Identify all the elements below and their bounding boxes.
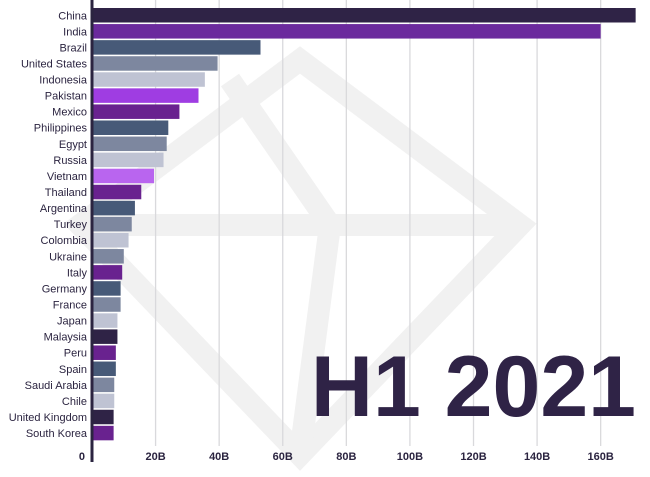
bar-france (92, 297, 121, 312)
category-label-japan: Japan (57, 316, 87, 328)
bar-colombia (92, 232, 129, 248)
category-label-thailand: Thailand (45, 187, 87, 199)
category-label-egypt: Egypt (59, 139, 87, 151)
category-label-colombia: Colombia (41, 235, 88, 247)
x-axis: 0 20B 40B 60B 80B 100B 120B 140B 160B (79, 0, 614, 463)
bar-brazil (92, 40, 261, 55)
category-label-argentina: Argentina (40, 203, 88, 215)
category-label-indonesia: Indonesia (39, 75, 88, 87)
category-label-chile: Chile (62, 396, 87, 408)
x-tick-label: 40B (209, 451, 229, 463)
bar-vietnam (92, 168, 154, 184)
x-tick-label: 120B (460, 451, 486, 463)
category-label-brazil: Brazil (59, 42, 87, 54)
category-label-germany: Germany (42, 283, 88, 295)
category-label-peru: Peru (64, 348, 87, 360)
bar-malaysia (92, 329, 118, 344)
x-tick-label: 20B (145, 451, 165, 463)
category-label-vietnam: Vietnam (47, 171, 87, 183)
bar-germany (92, 281, 121, 296)
bar-spain (92, 361, 116, 377)
x-tick-label: 0 (79, 451, 85, 463)
bar-united-states (92, 56, 218, 71)
x-tick-label: 160B (588, 451, 614, 463)
x-tick-label: 80B (336, 451, 356, 463)
bar-mexico (92, 104, 180, 119)
bar-turkey (92, 216, 132, 232)
bar-japan (92, 313, 118, 328)
category-label-united-kingdom: United Kingdom (9, 412, 87, 424)
category-label-france: France (53, 300, 87, 312)
period-label: H1 2021 (311, 339, 636, 435)
category-label-italy: Italy (67, 267, 88, 279)
category-label-pakistan: Pakistan (45, 91, 87, 103)
bar-india (92, 24, 601, 39)
bar-china (92, 8, 636, 23)
bar-chile (92, 393, 115, 409)
bar-philippines (92, 120, 169, 135)
category-label-turkey: Turkey (54, 219, 88, 231)
x-tick-label: 100B (397, 451, 423, 463)
bar-south-korea (92, 425, 114, 441)
category-label-china: China (58, 10, 88, 22)
category-label-russia: Russia (53, 155, 88, 167)
category-label-spain: Spain (59, 364, 87, 376)
bar-ukraine (92, 249, 124, 264)
bar-italy (92, 265, 123, 280)
category-label-south-korea: South Korea (26, 428, 88, 440)
category-label-philippines: Philippines (34, 123, 88, 135)
category-label-saudi-arabia: Saudi Arabia (25, 380, 88, 392)
bar-peru (92, 345, 116, 360)
bar-russia (92, 152, 164, 168)
bar-united-kingdom (92, 409, 114, 425)
bar-thailand (92, 184, 142, 200)
category-labels: China India Brazil United States Indonesia Pa… (9, 10, 88, 440)
category-label-india: India (63, 26, 88, 38)
bar-indonesia (92, 72, 205, 87)
category-label-malaysia: Malaysia (44, 332, 88, 344)
bar-pakistan (92, 88, 199, 103)
bars (92, 8, 636, 441)
category-label-mexico: Mexico (52, 107, 87, 119)
x-tick-label: 140B (524, 451, 550, 463)
bar-egypt (92, 136, 167, 152)
diamond-watermark-facet (220, 73, 342, 457)
category-label-ukraine: Ukraine (49, 251, 87, 263)
bar-argentina (92, 200, 135, 216)
bar-saudi-arabia (92, 377, 115, 393)
category-label-united-states: United States (21, 58, 88, 70)
x-tick-label: 60B (273, 451, 293, 463)
